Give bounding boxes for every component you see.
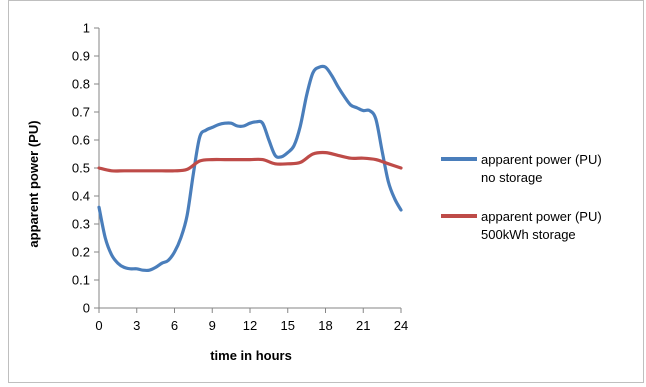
legend-label-1: 500kWh storage: [481, 227, 576, 242]
x-tick-label: 9: [209, 318, 216, 333]
x-tick-label: 12: [243, 318, 257, 333]
y-axis: 0 0.1 0.2 0.3 0.4 0.5 0.6 0.7 0.8 0.9 1: [72, 21, 100, 316]
y-tick-label: 0.2: [72, 245, 90, 260]
x-tick-label: 0: [95, 318, 102, 333]
y-tick-label: 0.5: [72, 161, 90, 176]
y-tick-label: 0.9: [72, 49, 90, 64]
y-tick-label: 0.7: [72, 105, 90, 120]
y-tick-label: 0.6: [72, 133, 90, 148]
series-line-1: [97, 150, 403, 173]
x-axis: 0 3 6 9 12 15 18 21 24: [95, 307, 408, 333]
legend: apparent power (PU) no storage apparent po…: [441, 152, 602, 242]
x-tick-label: 6: [171, 318, 178, 333]
y-tick-label: 0.8: [72, 77, 90, 92]
x-tick-label: 24: [394, 318, 408, 333]
y-axis-title: apparent power (PU): [26, 120, 41, 247]
legend-label-1: apparent power (PU): [481, 209, 602, 224]
series-lines: [97, 64, 403, 273]
x-tick-label: 15: [281, 318, 295, 333]
x-axis-title: time in hours: [210, 348, 292, 363]
y-tick-label: 0.4: [72, 189, 90, 204]
legend-label-0: no storage: [481, 170, 542, 185]
x-tick-label: 21: [356, 318, 370, 333]
chart-area: 0 0.1 0.2 0.3 0.4 0.5 0.6 0.7 0.8 0.9 1 0 3 6 9 12 15 18…: [8, 0, 644, 383]
series-line-0: [97, 64, 403, 273]
y-tick-label: 1: [83, 21, 90, 36]
y-tick-label: 0: [83, 301, 90, 316]
y-tick-label: 0.3: [72, 217, 90, 232]
x-tick-label: 3: [133, 318, 140, 333]
y-tick-label: 0.1: [72, 273, 90, 288]
line-chart: 0 0.1 0.2 0.3 0.4 0.5 0.6 0.7 0.8 0.9 1 0 3 6 9 12 15 18…: [26, 21, 602, 364]
x-tick-label: 18: [318, 318, 332, 333]
legend-label-0: apparent power (PU): [481, 152, 602, 167]
